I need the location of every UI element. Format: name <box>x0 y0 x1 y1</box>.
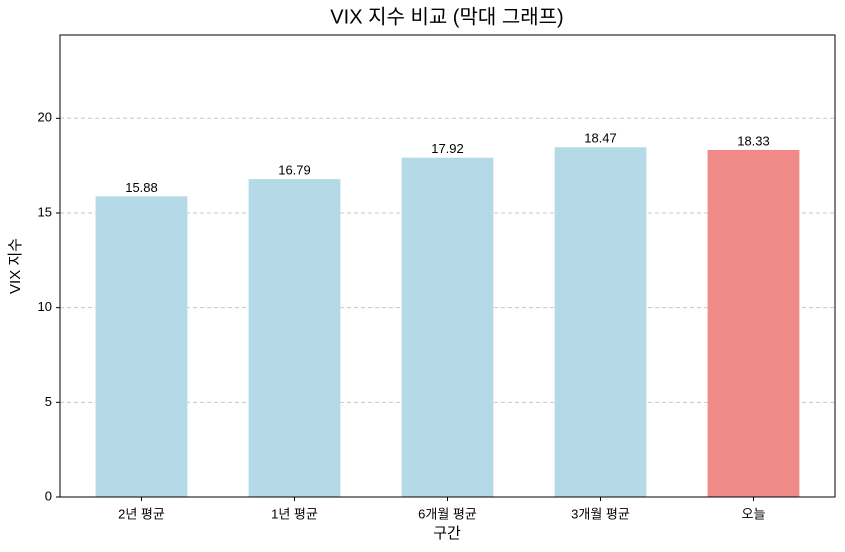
bar <box>707 149 800 498</box>
y-tick-label: 20 <box>38 110 52 125</box>
y-tick-label: 15 <box>38 204 52 219</box>
y-tick-label: 5 <box>45 394 52 409</box>
plot-frame <box>59 34 836 498</box>
x-tick-label: 3개월 평균 <box>571 506 630 521</box>
chart-title: VIX 지수 비교 (막대 그래프) <box>330 5 563 28</box>
bar <box>248 179 341 497</box>
x-tick-label: 6개월 평균 <box>418 506 477 521</box>
bar <box>554 147 647 498</box>
y-tick-label: 0 <box>45 488 52 503</box>
bar <box>95 196 188 498</box>
y-axis-label: VIX 지수 <box>7 238 24 294</box>
x-tick-label: 1년 평균 <box>271 506 318 521</box>
bar <box>401 157 494 498</box>
value-label: 17.92 <box>431 141 464 156</box>
value-label: 18.33 <box>737 133 770 148</box>
value-label: 15.88 <box>125 180 158 195</box>
value-label: 16.79 <box>278 163 311 178</box>
x-axis-label: 구간 <box>433 525 461 542</box>
x-tick-label: 오늘 <box>742 506 766 521</box>
x-tick-label: 2년 평균 <box>118 506 165 521</box>
y-tick-label: 10 <box>38 299 52 314</box>
value-label: 18.47 <box>584 131 617 146</box>
